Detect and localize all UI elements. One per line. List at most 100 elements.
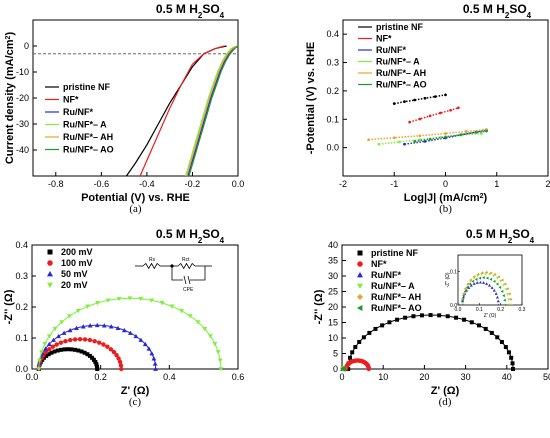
cpe-plate	[183, 275, 187, 285]
inset-y-label: -Z'' (Ω)	[445, 272, 451, 287]
data-point	[419, 313, 424, 318]
wire	[190, 265, 206, 281]
data-point	[403, 142, 406, 146]
inset-x-tick-label: 0.3	[519, 307, 526, 313]
y-tick-label: 0.0	[326, 143, 339, 153]
chart-title: 0.5 M H2SO4	[463, 2, 532, 20]
inset-data-point	[469, 278, 473, 282]
inset-data-point	[464, 287, 468, 291]
legend-label: Ru/NF*	[371, 270, 401, 280]
x-tick-label: 10	[378, 372, 388, 382]
inset-data-point	[489, 277, 493, 281]
data-point	[495, 335, 500, 340]
y-tick-label: 10	[328, 333, 338, 343]
data-point	[63, 338, 68, 344]
data-point	[116, 356, 121, 361]
data-point	[387, 320, 392, 325]
x-axis-label: Log|J| (mA/cm2)	[404, 192, 488, 204]
data-point	[82, 350, 87, 355]
y-tick-label: -40	[16, 145, 29, 155]
x-tick-label: 0.0	[26, 372, 39, 382]
inset-data-point	[501, 278, 505, 282]
fit-curve	[347, 314, 514, 370]
y-tick-label: -20	[16, 93, 29, 103]
inset-data-point	[461, 298, 464, 302]
inset-data-point	[485, 282, 489, 285]
chart-title: 0.5 M H2SO4	[156, 2, 225, 20]
series-line	[139, 45, 225, 177]
inset-data-point	[502, 283, 506, 287]
data-point	[59, 320, 65, 325]
data-point	[117, 359, 123, 365]
legend-label: pristine NF	[371, 248, 419, 258]
x-tick-label: 40	[502, 372, 512, 382]
x-tick-label: 2	[545, 179, 550, 189]
data-point	[101, 342, 106, 347]
data-point	[67, 327, 73, 333]
y-tick-label: 0.3	[15, 271, 28, 281]
series-line	[414, 130, 487, 143]
series-line	[186, 45, 238, 177]
data-point	[111, 349, 117, 355]
legend-label: Ru/NF*	[63, 107, 93, 117]
y-tick-label: 0	[24, 41, 29, 51]
data-point	[361, 335, 366, 340]
data-point	[76, 348, 81, 353]
data-point	[61, 330, 67, 335]
inset-data-point	[463, 289, 467, 293]
legend-marker	[357, 261, 363, 267]
data-point	[423, 96, 427, 100]
panel-d: 010203040500510152025303540Z' (Ω)-Z'' (Ω…	[313, 227, 550, 408]
x-tick-label: -0.8	[48, 179, 64, 189]
data-point	[357, 340, 362, 345]
data-point	[66, 347, 71, 352]
data-point	[377, 142, 381, 146]
y-tick-label: 35	[328, 256, 338, 266]
x-tick-label: 20	[419, 372, 429, 382]
legend-marker	[357, 283, 363, 289]
inset-data-point	[497, 303, 500, 305]
x-tick-label: -2	[339, 179, 347, 189]
data-point	[485, 129, 488, 133]
data-point	[149, 351, 155, 356]
data-point	[202, 326, 208, 332]
y-axis-label: -Z'' (Ω)	[313, 289, 325, 324]
data-point	[75, 308, 81, 314]
data-point	[59, 347, 64, 352]
data-point	[444, 93, 447, 97]
inset-data-point	[466, 282, 470, 286]
inset-data-point	[482, 276, 485, 280]
legend-label: Ru/NF*– AH	[371, 292, 421, 302]
series-line	[394, 94, 446, 105]
data-point	[72, 337, 78, 342]
data-point	[142, 341, 148, 347]
legend-label: Ru/NF*– AO	[63, 145, 114, 155]
y-tick-label: 20	[328, 302, 338, 312]
inset-data-point	[482, 281, 486, 284]
data-point	[73, 347, 78, 352]
wire	[171, 266, 183, 281]
panel-a: -0.8 -0.6 -0.4 -0.2 0.0 -40 -30 -20 -10 0 Potentia…	[4, 2, 244, 215]
legend-label: pristine NF	[376, 22, 424, 32]
x-tick-label: 0	[443, 179, 448, 189]
y-tick-label: 0.2	[15, 302, 28, 312]
inset-data-point	[492, 279, 496, 283]
inset-x-label: Z' (Ω)	[484, 313, 497, 319]
data-point	[477, 323, 482, 328]
data-point	[149, 298, 155, 303]
data-point	[353, 345, 358, 350]
inset-data-point	[506, 287, 510, 291]
legend-label: Ru/NF*	[376, 45, 406, 55]
data-point	[367, 138, 370, 142]
legend-label: Ru/NF*– AH	[63, 132, 113, 142]
cpe-plate	[187, 275, 191, 285]
data-point	[138, 337, 144, 342]
data-point	[392, 136, 396, 140]
y-tick-label: 0.4	[326, 29, 339, 39]
data-point	[101, 323, 107, 328]
data-point	[437, 313, 442, 318]
data-point	[392, 102, 396, 106]
inset-data-point	[507, 303, 511, 305]
data-point	[68, 337, 73, 343]
legend-marker	[47, 271, 53, 277]
